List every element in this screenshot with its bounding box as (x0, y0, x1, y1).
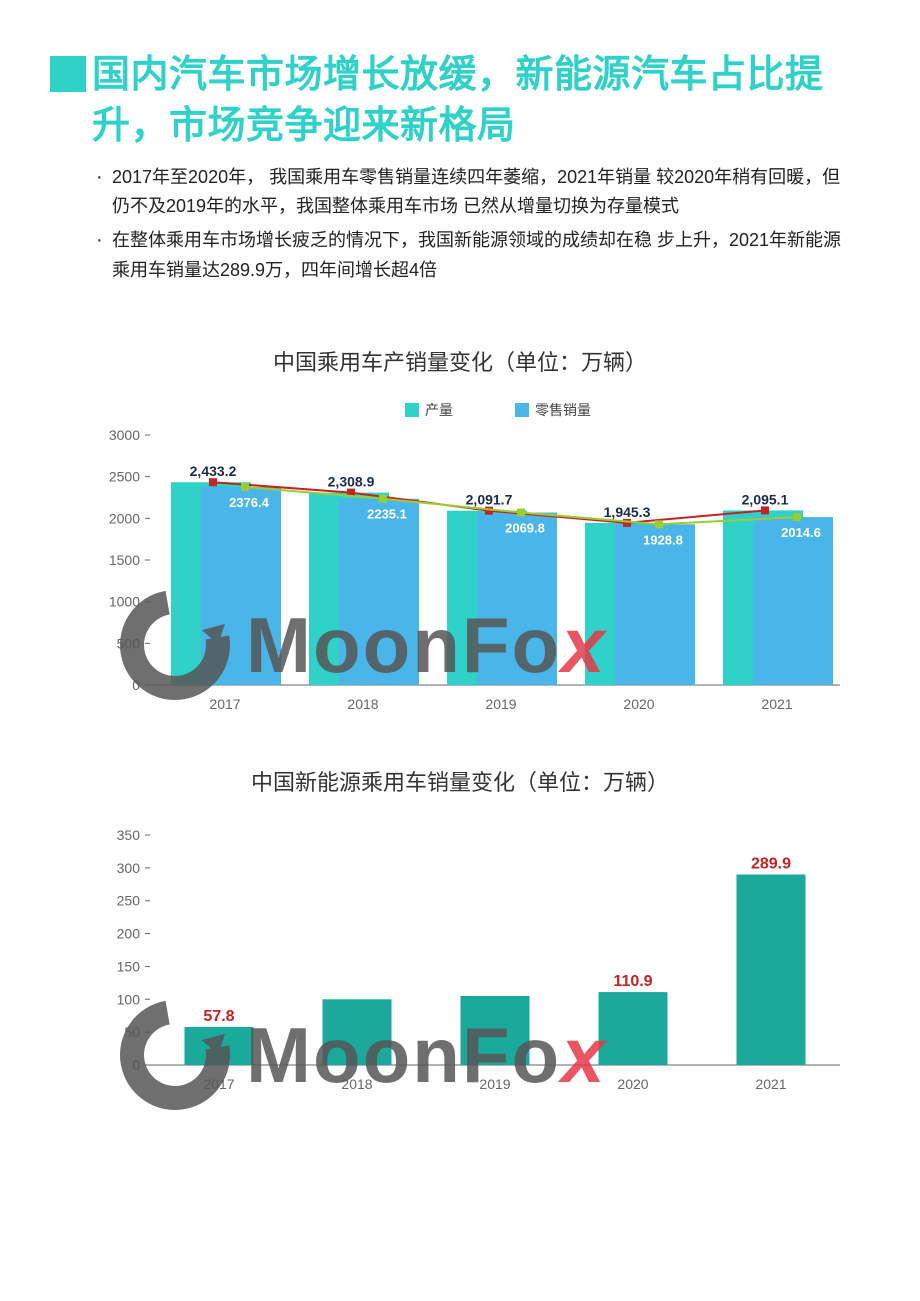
svg-text:2021: 2021 (761, 696, 792, 712)
chart2-title: 中国新能源乘用车销量变化（单位：万辆） (70, 765, 850, 797)
svg-text:2017: 2017 (209, 696, 240, 712)
svg-text:1500: 1500 (109, 552, 140, 568)
svg-text:1000: 1000 (109, 594, 140, 610)
svg-text:2014.6: 2014.6 (781, 525, 821, 540)
svg-text:2019: 2019 (479, 1076, 510, 1092)
svg-text:2,433.2: 2,433.2 (190, 464, 237, 480)
svg-text:产量: 产量 (425, 402, 453, 418)
svg-text:300: 300 (117, 860, 141, 876)
svg-text:2019: 2019 (485, 696, 516, 712)
svg-text:1,945.3: 1,945.3 (604, 504, 651, 520)
svg-text:2020: 2020 (623, 696, 654, 712)
svg-text:0: 0 (132, 1057, 140, 1073)
chart1-title: 中国乘用车产销量变化（单位：万辆） (70, 345, 850, 377)
page-title-block: 国内汽车市场增长放缓，新能源汽车占比提升，市场竞争迎来新格局 (50, 50, 870, 153)
svg-text:2018: 2018 (341, 1076, 372, 1092)
page-title: 国内汽车市场增长放缓，新能源汽车占比提升，市场竞争迎来新格局 (92, 50, 870, 153)
svg-text:57.8: 57.8 (203, 1008, 234, 1025)
bullet-item: 2017年至2020年， 我国乘用车零售销量连续四年萎缩，2021年销量 较20… (100, 163, 850, 222)
svg-text:3000: 3000 (109, 427, 140, 443)
svg-text:2235.1: 2235.1 (367, 507, 407, 522)
svg-text:2,095.1: 2,095.1 (742, 492, 789, 508)
bullet-item: 在整体乘用车市场增长疲乏的情况下，我国新能源领域的成绩却在稳 步上升，2021年… (100, 226, 850, 285)
svg-text:110.9: 110.9 (613, 973, 652, 990)
svg-text:零售销量: 零售销量 (535, 402, 591, 418)
svg-text:2018: 2018 (347, 696, 378, 712)
title-bullet-square (50, 56, 86, 92)
bullet-list: 2017年至2020年， 我国乘用车零售销量连续四年萎缩，2021年销量 较20… (50, 163, 870, 286)
svg-text:2021: 2021 (755, 1076, 786, 1092)
chart2-svg: 0 50 100 150 200 250 300 350 2017 57.8 2018 2019 202… (70, 815, 850, 1115)
chart1-container: 中国乘用车产销量变化（单位：万辆） 产量 零售销量 0 500 1000 1500 2000… (50, 345, 870, 735)
svg-text:500: 500 (117, 636, 141, 652)
svg-text:2500: 2500 (109, 469, 140, 485)
svg-text:100: 100 (117, 992, 141, 1008)
svg-text:200: 200 (117, 926, 141, 942)
svg-text:50: 50 (124, 1024, 140, 1040)
svg-text:1928.8: 1928.8 (643, 533, 683, 548)
svg-text:2020: 2020 (617, 1076, 648, 1092)
svg-text:2000: 2000 (109, 511, 140, 527)
svg-text:250: 250 (117, 893, 141, 909)
svg-text:2,091.7: 2,091.7 (466, 492, 513, 508)
chart2-container: 中国新能源乘用车销量变化（单位：万辆） 0 50 100 150 200 250 300 35… (50, 765, 870, 1115)
svg-text:150: 150 (117, 959, 141, 975)
svg-text:2,308.9: 2,308.9 (328, 474, 375, 490)
svg-text:350: 350 (117, 827, 141, 843)
svg-text:2376.4: 2376.4 (229, 495, 270, 510)
svg-text:2017: 2017 (203, 1076, 234, 1092)
svg-text:2069.8: 2069.8 (505, 521, 545, 536)
svg-text:289.9: 289.9 (751, 856, 791, 873)
chart1-svg: 产量 零售销量 0 500 1000 1500 2000 2500 3000 2017 2,433.… (70, 395, 850, 735)
svg-text:0: 0 (132, 677, 140, 693)
